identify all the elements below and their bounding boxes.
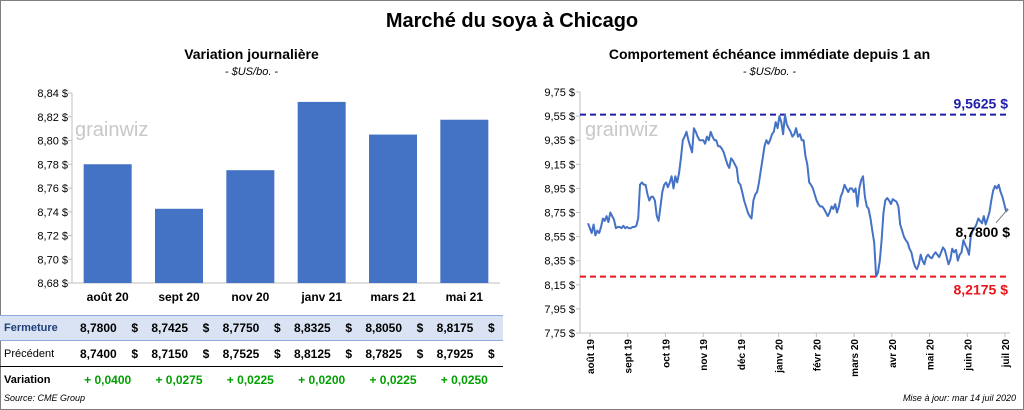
table-cell: 8,7925 <box>436 347 474 361</box>
y-tick-label: 8,70 $ <box>37 254 68 266</box>
low-value-label: 8,2175 $ <box>954 282 1009 298</box>
y-tick-label: 8,74 $ <box>37 207 68 219</box>
table-cell-unit: $ <box>345 321 353 335</box>
x-tick-label: nov 19 <box>699 339 710 371</box>
x-tick-label: févr 20 <box>812 339 823 372</box>
y-tick-label: 8,76 $ <box>37 183 68 195</box>
y-tick-label: 8,68 $ <box>37 278 68 290</box>
y-tick-label: 8,82 $ <box>37 112 68 124</box>
x-tick-label: mai 20 <box>926 339 937 371</box>
x-tick-label: août 19 <box>586 339 597 374</box>
table-cell: 8,7425 <box>151 321 189 335</box>
x-tick-label: sept 20 <box>158 290 200 304</box>
y-tick-label: 9,35 $ <box>544 135 575 147</box>
table-cell-unit: $ <box>488 347 495 361</box>
x-tick-label: déc 19 <box>737 339 748 371</box>
table-row: Fermeture 8,7800 $8,7425 $8,7750 $8,8325 $8,8… <box>0 315 503 341</box>
bar <box>83 164 132 283</box>
table-cell-unit: $ <box>416 347 424 361</box>
x-tick-label: mars 20 <box>850 339 861 377</box>
x-tick-label: juil 20 <box>1001 339 1012 369</box>
bar <box>369 134 417 283</box>
table-cell-unit: $ <box>131 321 139 335</box>
y-tick-label: 7,95 $ <box>544 304 575 316</box>
row-label: Précédent <box>4 348 55 360</box>
x-tick-label: sept 19 <box>624 339 635 374</box>
bar-chart-title: Variation journalière <box>184 46 319 62</box>
y-tick-label: 8,15 $ <box>544 280 575 292</box>
x-tick-label: oct 19 <box>661 339 672 368</box>
x-tick-label: janv 21 <box>300 290 342 304</box>
bar <box>226 170 275 283</box>
line-chart-unit: - $US/bo. - <box>742 66 797 78</box>
row-label: Variation <box>4 374 51 386</box>
y-tick-label: 9,75 $ <box>544 87 575 99</box>
table-row: Variation + 0,0400 + 0,0275 + 0,0225 + 0,020… <box>0 368 503 392</box>
y-tick-label: 7,75 $ <box>544 328 575 340</box>
last-value-leader <box>995 208 1009 224</box>
table-cell-unit: $ <box>131 347 139 361</box>
table-cell: 8,8050 <box>365 321 403 335</box>
bar <box>155 208 203 283</box>
bar <box>440 119 489 283</box>
x-tick-label: janv 20 <box>775 339 786 374</box>
x-tick-label: mars 21 <box>370 290 416 304</box>
table-cell: 8,8175 <box>436 321 474 335</box>
watermark: grainwiz <box>75 119 148 141</box>
y-tick-label: 8,55 $ <box>544 232 575 244</box>
table-cell: 8,7825 <box>365 347 403 361</box>
line-chart-title: Comportement échéance immédiate depuis 1… <box>608 46 931 62</box>
price-series-line <box>587 113 1009 278</box>
table-cell: 8,7400 <box>80 347 117 361</box>
table-cell: 8,7750 <box>222 321 260 335</box>
table-cell: 8,8125 <box>294 347 331 361</box>
table-cell-unit: $ <box>202 321 210 335</box>
update-note: Mise à jour: mar 14 juil 2020 <box>902 393 1016 403</box>
x-tick-label: juin 20 <box>963 339 974 372</box>
table-cell: + 0,0200 <box>298 373 346 387</box>
table-cell: 8,7150 <box>151 347 189 361</box>
y-tick-label: 8,75 $ <box>544 208 575 220</box>
y-tick-label: 8,80 $ <box>37 136 68 148</box>
table-cell-unit: $ <box>345 347 353 361</box>
table-cell: + 0,0225 <box>226 373 274 387</box>
table-cell: + 0,0225 <box>369 373 417 387</box>
last-value-label: 8,7800 $ <box>956 224 1011 240</box>
y-tick-label: 8,72 $ <box>37 231 68 243</box>
bar-chart: 8,68 $ 8,70 $ 8,72 $ 8,74 $ 8,76 $ 8,78 $ 8,80… <box>37 88 500 304</box>
table-cell-unit: $ <box>488 321 495 335</box>
y-tick-label: 8,95 $ <box>544 183 575 195</box>
y-tick-label: 8,35 $ <box>544 256 575 268</box>
high-value-label: 9,5625 $ <box>954 96 1009 112</box>
x-tick-label: avr 20 <box>888 339 899 368</box>
table-cell-unit: $ <box>274 347 281 361</box>
bar-chart-unit: - $US/bo. - <box>224 66 279 78</box>
table-cell: 8,7800 <box>80 321 117 335</box>
y-tick-label: 9,55 $ <box>544 111 575 123</box>
table-cell: + 0,0275 <box>155 373 203 387</box>
x-tick-label: nov 20 <box>231 290 269 304</box>
row-label: Fermeture <box>4 322 58 334</box>
y-tick-label: 8,84 $ <box>37 88 68 100</box>
table-cell: + 0,0250 <box>440 373 488 387</box>
table-row: Précédent 8,7400 $8,7150 $8,7525 $8,8125 $8,7… <box>0 342 503 367</box>
x-tick-label: août 20 <box>87 290 129 304</box>
y-tick-label: 8,78 $ <box>37 159 68 171</box>
table-cell: + 0,0400 <box>84 373 132 387</box>
table-cell-unit: $ <box>416 321 424 335</box>
x-tick-label: mai 21 <box>446 290 484 304</box>
y-tick-label: 9,15 $ <box>544 159 575 171</box>
table-cell-unit: $ <box>202 347 210 361</box>
table-cell: 8,8325 <box>294 321 331 335</box>
table-cell-unit: $ <box>274 321 281 335</box>
bar <box>297 101 346 283</box>
table-cell: 8,7525 <box>222 347 260 361</box>
source-note: Source: CME Group <box>4 393 86 403</box>
watermark: grainwiz <box>585 119 658 141</box>
page-title: Marché du soya à Chicago <box>385 10 639 32</box>
